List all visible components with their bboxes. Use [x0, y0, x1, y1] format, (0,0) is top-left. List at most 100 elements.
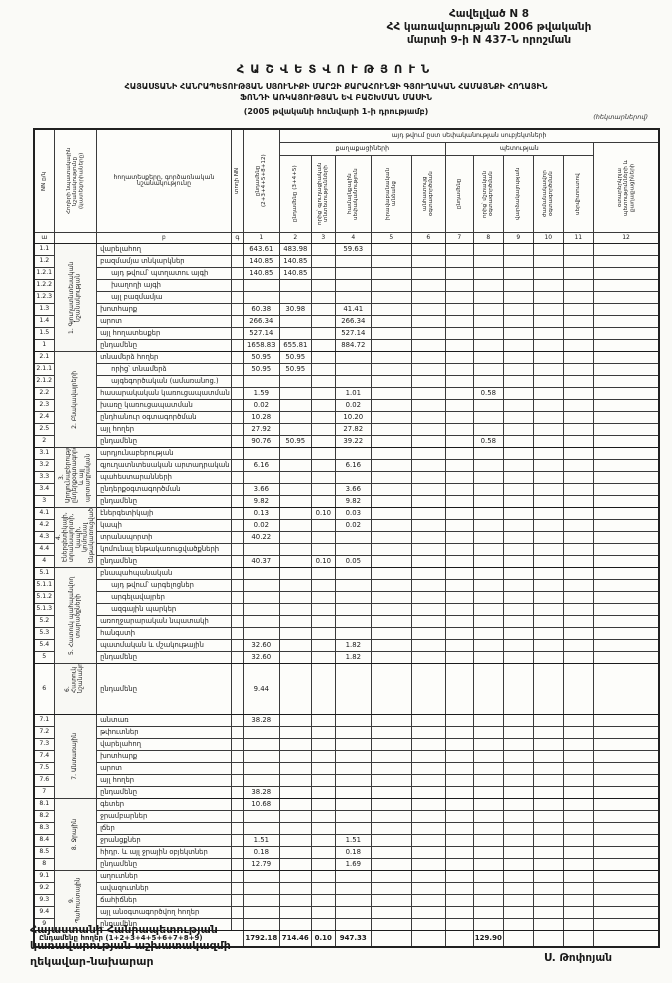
cell-value [410, 423, 446, 436]
cell-value: 6.16 [334, 459, 372, 472]
column-number: 2 [278, 232, 312, 244]
cell-value [444, 411, 474, 424]
cell-value [410, 507, 446, 520]
cell-value [502, 615, 534, 628]
cell-value [502, 483, 534, 496]
col-header-landtype: հողատեսքերը, գործառնական նշանակությունը [96, 128, 232, 233]
cell-value [444, 387, 474, 400]
table-row: 7.3 վարելահող [33, 738, 660, 751]
cell-value [444, 519, 474, 532]
grand-total-value: 129.90 [472, 930, 504, 948]
cell-value [278, 327, 312, 340]
line-no-cell [230, 579, 244, 592]
cell-value [242, 726, 280, 739]
cell-value: 0.13 [242, 507, 280, 520]
cell-value [310, 822, 336, 835]
cell-value [592, 315, 660, 328]
column-number: 1 [242, 232, 280, 244]
cell-value: 9.82 [242, 495, 280, 508]
table-row: 7.6 այլ հողեր [33, 774, 660, 787]
cell-value [472, 651, 504, 664]
cell-value [444, 567, 474, 580]
cell-value [592, 726, 660, 739]
cell-value [472, 291, 504, 304]
cell-value: 90.76 [242, 435, 280, 448]
cell-value [444, 858, 474, 871]
col-header-5: իրավաբանական անձանց [370, 155, 412, 233]
line-no-cell [230, 822, 244, 835]
row-label: այլ հողեր [96, 423, 232, 436]
cell-value [242, 918, 280, 931]
cell-value: 3.66 [242, 483, 280, 496]
cell-value [562, 714, 594, 727]
col-header-11: սերվիտուտով [562, 155, 594, 233]
row-label: ընդամենը [96, 786, 232, 799]
cell-value [532, 858, 564, 871]
cell-value: 0.10 [310, 507, 336, 520]
line-no-cell [230, 810, 244, 823]
table-row: 8 ընդամենը 12.79 1.69 [33, 858, 660, 871]
line-no-cell [230, 411, 244, 424]
cell-value [410, 243, 446, 256]
cell-value: 6.16 [242, 459, 280, 472]
line-no-cell [230, 483, 244, 496]
row-number: 2.5 [33, 423, 55, 436]
cell-value [444, 543, 474, 556]
cell-value [532, 774, 564, 787]
table-row: 3.3 պահեստարանների [33, 471, 660, 484]
row-number: 8.3 [33, 822, 55, 835]
cell-value [502, 459, 534, 472]
cell-value [532, 531, 564, 544]
cell-value [472, 639, 504, 652]
cell-value [278, 822, 312, 835]
cell-value [278, 543, 312, 556]
grand-total-value [562, 930, 594, 948]
row-number: 5 [33, 651, 55, 664]
cell-value [370, 651, 412, 664]
cell-value [502, 411, 534, 424]
row-number: 4.2 [33, 519, 55, 532]
cell-value [502, 906, 534, 919]
cell-value [532, 786, 564, 799]
cell-value [242, 471, 280, 484]
report-title: ՀԱՇՎԵՏՎՈՒԹՅՈՒՆ [236, 62, 436, 76]
grand-total-label: Ընդամենը հողեր (1+2+3+4+5+6+7+8+9) [33, 930, 244, 948]
cell-value [334, 471, 372, 484]
cell-value [310, 315, 336, 328]
cell-value [502, 834, 534, 847]
table-row: 3 ընդամենը 9.82 9.82 [33, 495, 660, 508]
cell-value [532, 315, 564, 328]
row-label: ընդամենը [96, 555, 232, 568]
cell-value [502, 351, 534, 364]
cell-value [472, 279, 504, 292]
cell-value [562, 327, 594, 340]
cell-value [370, 579, 412, 592]
cell-value [532, 882, 564, 895]
row-label: արգելավայրեր [96, 591, 232, 604]
cell-value [370, 447, 412, 460]
cell-value [310, 399, 336, 412]
column-number: 3 [310, 232, 336, 244]
grand-total-value [410, 930, 446, 948]
row-label: տրանսպորտի [96, 531, 232, 544]
row-label: խոտհարք [96, 750, 232, 763]
cell-value [472, 339, 504, 352]
line-no-cell [230, 846, 244, 859]
cell-value [444, 255, 474, 268]
cell-value [502, 603, 534, 616]
cell-value [410, 882, 446, 895]
appendix-header: Հավելված N 8 ՀՀ կառավարության 2006 թվակա… [324, 8, 654, 47]
cell-value [532, 894, 564, 907]
line-no-cell [230, 591, 244, 604]
cell-value [334, 291, 372, 304]
cell-value: 41.41 [334, 303, 372, 316]
cell-value [592, 303, 660, 316]
cell-value [410, 483, 446, 496]
row-label: արդյունաբերության [96, 447, 232, 460]
cell-value [310, 279, 336, 292]
signer-name: Ս. Թոփոյան [544, 952, 612, 964]
table-row: 4.4 կոմունալ ենթակառուցվածքների [33, 543, 660, 556]
cell-value [502, 255, 534, 268]
cell-value [592, 810, 660, 823]
cell-value [562, 894, 594, 907]
